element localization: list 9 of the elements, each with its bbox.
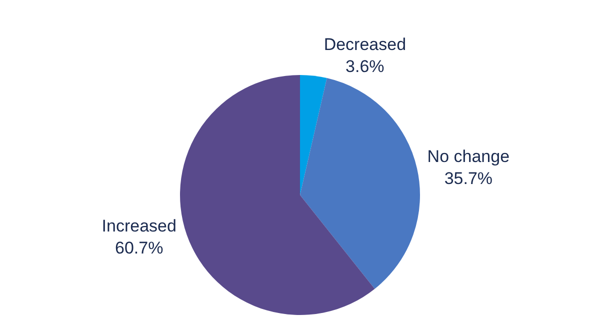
data-label: 60.7% bbox=[115, 238, 164, 258]
slice-label: Decreased bbox=[324, 34, 406, 54]
slice-label: No change bbox=[427, 146, 510, 166]
pie-slice bbox=[300, 78, 420, 289]
pie-slice bbox=[300, 75, 327, 195]
pie-slice bbox=[180, 75, 375, 315]
data-label: 3.6% bbox=[346, 57, 384, 76]
slice-label: Increased bbox=[102, 216, 176, 236]
data-label: 35.7% bbox=[444, 169, 493, 188]
